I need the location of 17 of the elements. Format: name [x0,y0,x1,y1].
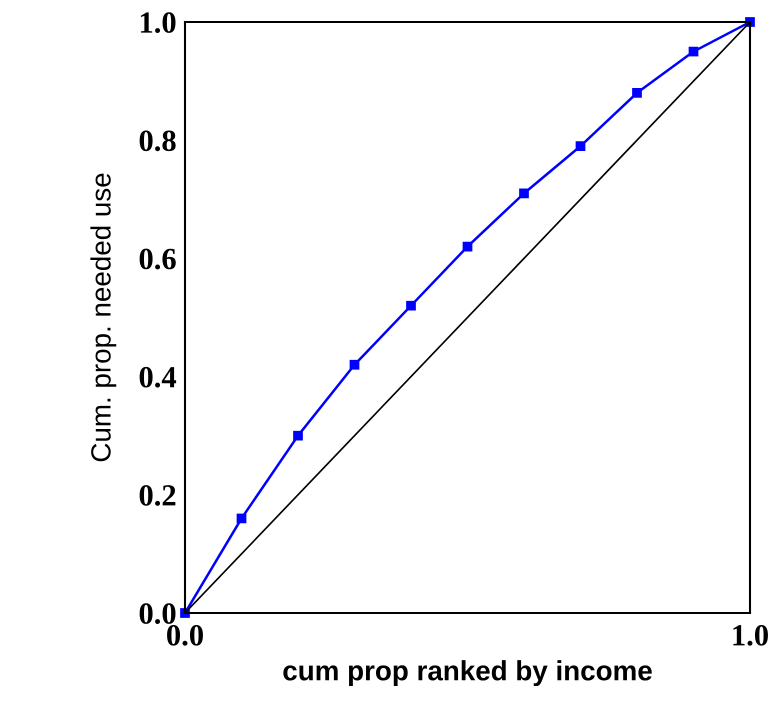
point [576,141,586,151]
y-axis-title: Cum. prop. needed use [90,174,116,462]
point [350,360,360,370]
y-tick-label: 0.6 [140,248,176,270]
point [462,242,472,252]
y-tick-label: 1.0 [140,12,176,34]
point [632,88,642,98]
y-tick-label: 0.4 [140,366,176,388]
point [293,430,303,441]
point [519,188,529,198]
x-axis-title: cum prop ranked by income [283,660,652,686]
y-tick-label: 0.2 [140,485,176,506]
point [688,46,698,56]
point [406,300,416,311]
y-tick-label: 0.0 [140,603,176,624]
y-tick-label: 0.8 [140,130,176,152]
point [236,514,246,524]
